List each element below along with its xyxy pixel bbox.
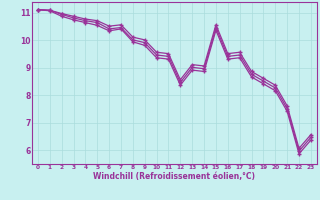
- X-axis label: Windchill (Refroidissement éolien,°C): Windchill (Refroidissement éolien,°C): [93, 172, 255, 181]
